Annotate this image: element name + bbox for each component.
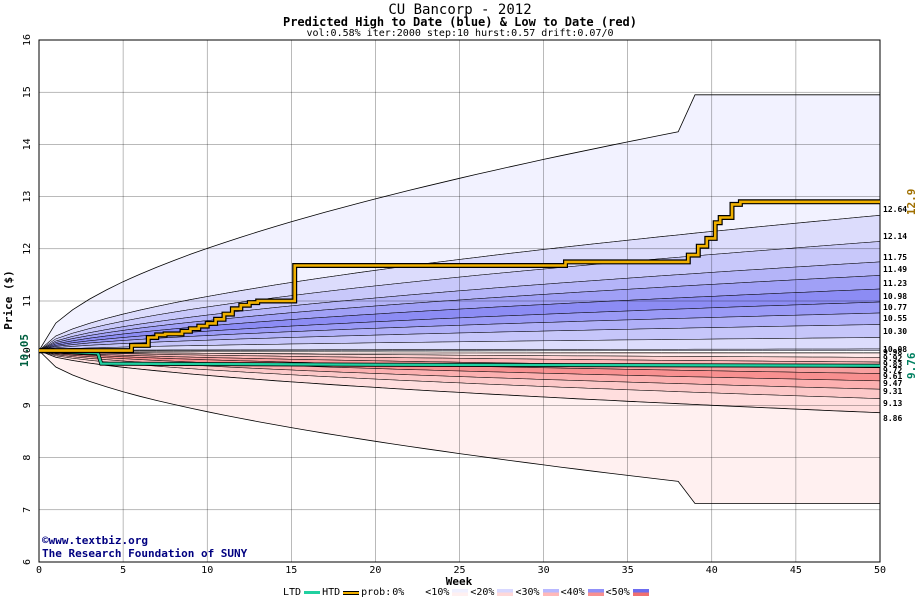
legend-item-4: <40% bbox=[560, 587, 585, 598]
legend-ltd-label: LTD bbox=[283, 587, 302, 598]
y-axis-label: Price ($) bbox=[2, 270, 15, 330]
x-tick-label-9: 45 bbox=[790, 565, 802, 576]
low-quantile-label-6: 9.31 bbox=[883, 387, 902, 396]
x-tick-label-10: 50 bbox=[874, 565, 886, 576]
low-quantile-label-8: 8.86 bbox=[883, 414, 902, 423]
y-tick-label-2: 8 bbox=[22, 455, 33, 461]
credit-line-1: ©www.textbiz.org bbox=[42, 534, 148, 547]
legend-swatch-3 bbox=[542, 589, 559, 596]
legend-htd-swatch bbox=[343, 590, 360, 595]
chart-parameters: vol:0.58% iter:2000 step:10 hurst:0.57 d… bbox=[306, 28, 614, 39]
y-tick-label-6: 12 bbox=[22, 243, 33, 255]
y-tick-label-1: 7 bbox=[22, 507, 33, 513]
legend-prob-label: prob: bbox=[361, 587, 392, 598]
low-quantile-label-5: 9.47 bbox=[883, 379, 902, 388]
x-axis-label: Week bbox=[446, 575, 473, 588]
ltd-end-label: 9.76 bbox=[905, 352, 918, 379]
x-tick-label-6: 30 bbox=[538, 565, 550, 576]
y-tick-label-0: 6 bbox=[22, 559, 33, 565]
low-quantile-label-2: 9.83 bbox=[883, 360, 902, 369]
x-tick-label-2: 10 bbox=[201, 565, 213, 576]
low-quantile-label-7: 9.13 bbox=[883, 399, 902, 408]
legend-swatch-4 bbox=[587, 589, 604, 596]
high-quantile-label-6: 10.77 bbox=[883, 303, 907, 312]
plot-border bbox=[38, 39, 881, 563]
low-quantile-label-3: 9.72 bbox=[883, 366, 902, 375]
legend-swatch-2 bbox=[497, 589, 514, 596]
high-quantile-label-0: 12.64 bbox=[883, 205, 907, 214]
legend-item-0: 0% bbox=[392, 587, 405, 598]
x-tick-label-3: 15 bbox=[285, 565, 297, 576]
high-quantile-label-2: 11.75 bbox=[883, 253, 907, 262]
legend-swatch-5 bbox=[632, 589, 649, 596]
legend-swatch-0 bbox=[407, 589, 424, 596]
legend: LTD HTD prob: 0% <10% <20% <30% <40% <50… bbox=[283, 587, 651, 598]
high-quantile-label-8: 10.30 bbox=[883, 327, 907, 336]
high-quantile-label-1: 12.14 bbox=[883, 232, 907, 241]
low-quantile-label-0: 9.98 bbox=[883, 348, 902, 357]
y-tick-label-8: 14 bbox=[22, 138, 33, 150]
x-tick-label-4: 20 bbox=[369, 565, 381, 576]
credit-text: ©www.textbiz.org The Research Foundation… bbox=[42, 534, 247, 560]
legend-item-5: <50% bbox=[605, 587, 630, 598]
legend-item-2: <20% bbox=[470, 587, 495, 598]
htd-line bbox=[39, 200, 880, 352]
x-tick-label-8: 40 bbox=[706, 565, 718, 576]
y-tick-label-7: 13 bbox=[22, 191, 33, 203]
legend-htd-label: HTD bbox=[322, 587, 341, 598]
x-tick-label-7: 35 bbox=[622, 565, 634, 576]
legend-item-1: <10% bbox=[425, 587, 450, 598]
start-price-label: 10.05 bbox=[18, 334, 31, 367]
legend-ltd-swatch bbox=[304, 591, 321, 594]
credit-line-2: The Research Foundation of SUNY bbox=[42, 547, 248, 560]
chart-subtitle: Predicted High to Date (blue) & Low to D… bbox=[282, 15, 637, 29]
chart-title: CU Bancorp - 2012 bbox=[388, 2, 532, 18]
y-tick-label-3: 9 bbox=[22, 402, 33, 408]
x-tick-label-1: 5 bbox=[120, 565, 126, 576]
y-tick-label-10: 16 bbox=[22, 34, 33, 46]
htd-end-label: 12.9 bbox=[905, 189, 918, 216]
legend-item-3: <30% bbox=[515, 587, 540, 598]
x-tick-label-0: 0 bbox=[36, 565, 42, 576]
x-tick-label-5: 25 bbox=[453, 565, 465, 576]
low-quantile-label-4: 9.61 bbox=[883, 372, 902, 381]
high-quantile-label-9: 10.08 bbox=[883, 345, 907, 354]
low-quantile-label-1: 9.92 bbox=[883, 354, 902, 363]
y-tick-label-4: 10 bbox=[22, 347, 33, 359]
high-quantile-label-5: 10.98 bbox=[883, 292, 907, 301]
y-tick-label-5: 11 bbox=[22, 295, 33, 307]
y-tick-label-9: 15 bbox=[22, 86, 33, 98]
high-quantile-label-3: 11.49 bbox=[883, 265, 907, 274]
high-quantile-label-7: 10.55 bbox=[883, 314, 907, 323]
legend-swatch-1 bbox=[452, 589, 469, 596]
high-quantile-label-4: 11.23 bbox=[883, 279, 907, 288]
